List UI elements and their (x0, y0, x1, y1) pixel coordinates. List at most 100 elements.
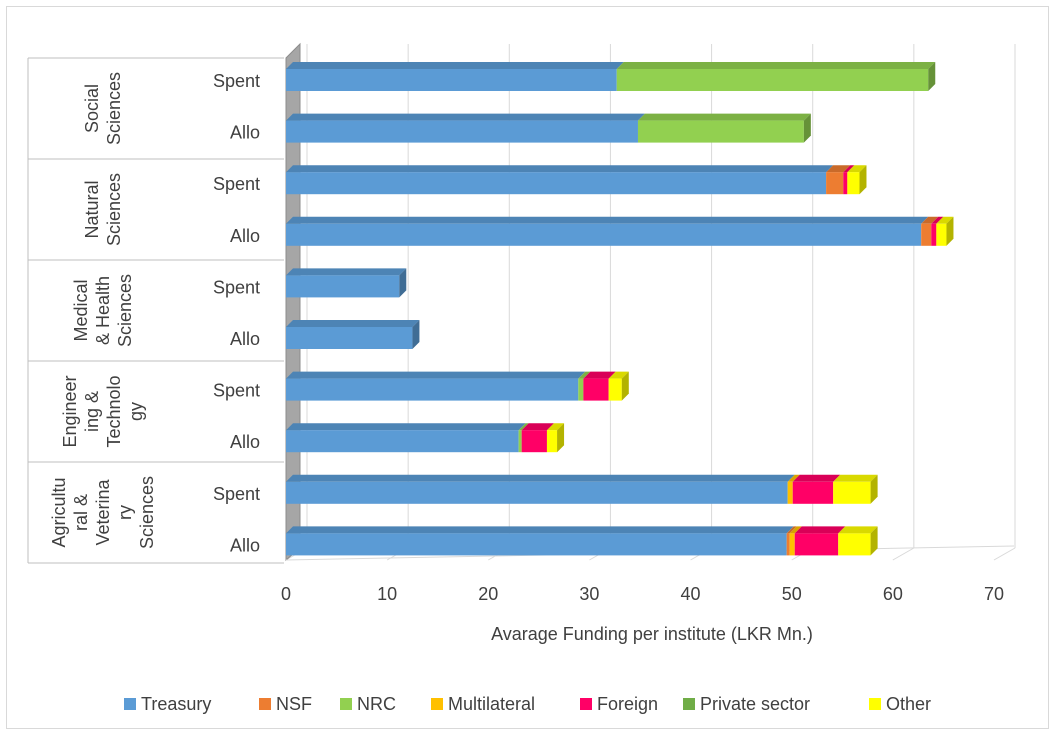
legend-label: Treasury (141, 694, 211, 714)
bar-row (286, 216, 954, 246)
bar-top-treasury (286, 371, 586, 379)
category-label: Spent (213, 71, 260, 91)
bar-top-foreign (792, 474, 841, 482)
category-label: Spent (213, 174, 260, 194)
legend-label: Private sector (700, 694, 810, 714)
bar-other (838, 533, 871, 556)
legend: Treasury NSF NRC Multilateral Foreign Private… (124, 694, 931, 714)
category-label: Allo (230, 226, 260, 246)
bar-top-treasury (286, 474, 795, 482)
bar-other (833, 481, 871, 504)
bar-top-treasury (286, 320, 420, 327)
bar-top-treasury (286, 113, 645, 121)
bar-top-nrc (578, 371, 591, 379)
bar-nrc (616, 69, 929, 91)
bar-end-face (557, 423, 565, 453)
bar-other (546, 430, 558, 453)
legend-swatch-nrc (340, 698, 352, 710)
legend-swatch-foreign (580, 698, 592, 710)
group-label: Medical & Health Sciences (71, 274, 135, 347)
bar-top-other (838, 526, 878, 534)
group-label-line: Medical (71, 279, 91, 341)
legend-label: Other (886, 694, 931, 714)
x-tick-label: 40 (681, 584, 701, 604)
bar-top-nrc (518, 423, 529, 431)
x-tick-labels: 0 10 20 30 40 50 60 70 (281, 584, 1004, 604)
group-label-line: Sciences (115, 274, 135, 347)
bar-foreign (931, 223, 937, 246)
bar-treasury (286, 120, 638, 143)
bar-end-face (399, 268, 407, 298)
bar-multilateral (787, 481, 793, 504)
group-label: Natural Sciences (82, 173, 124, 246)
bar-top-treasury (286, 268, 407, 276)
bar-other (608, 378, 622, 401)
bar-row (286, 371, 629, 401)
bar-top-foreign (794, 526, 846, 534)
group-label-line: Natural (82, 180, 102, 238)
bar-top-treasury (286, 526, 794, 534)
bar-top-other (546, 423, 565, 431)
bar-treasury (286, 327, 413, 349)
category-label: Spent (213, 277, 260, 297)
bar-top-foreign (583, 371, 616, 379)
bar-row (286, 165, 867, 195)
bar-treasury (286, 430, 519, 453)
bar-top-treasury (286, 423, 526, 431)
bar-nsf (921, 223, 932, 246)
group-label-line: Technolo (104, 375, 124, 447)
bar-treasury (286, 533, 787, 556)
bar-treasury (286, 275, 400, 298)
category-label: Allo (230, 535, 260, 555)
bar-end-face (803, 113, 811, 143)
bar-row (286, 113, 811, 143)
category-label: Allo (230, 432, 260, 452)
bar-top-foreign (931, 216, 944, 224)
bar-top-multilateral (789, 526, 802, 534)
group-label: Agricultu ral & Veterina ry Sciences (49, 476, 157, 549)
bar-end-face (859, 165, 867, 195)
x-tick-label: 60 (883, 584, 903, 604)
bar-top-other (833, 474, 878, 482)
legend-label: Multilateral (448, 694, 535, 714)
bar-nrc (637, 120, 804, 143)
bar-top-foreign (521, 423, 554, 431)
group-label-line: & Health (93, 276, 113, 345)
category-label: Allo (230, 123, 260, 143)
group-label-line: Sciences (137, 476, 157, 549)
x-tick-label: 20 (478, 584, 498, 604)
category-label: Spent (213, 381, 260, 401)
x-tick-label: 50 (782, 584, 802, 604)
legend-label: NRC (357, 694, 396, 714)
bar-multilateral (789, 533, 795, 556)
legend-label: NSF (276, 694, 312, 714)
legend-swatch-multilateral (431, 698, 443, 710)
group-label-line: ing & (82, 391, 102, 432)
group-label-line: Agricultu (49, 477, 69, 547)
bar-end-face (870, 474, 878, 504)
bar-foreign (583, 378, 609, 401)
bar-row (286, 62, 936, 91)
group-label-line: Sciences (104, 72, 124, 145)
floor-gridline-60 (892, 547, 915, 561)
bar-treasury (286, 223, 922, 246)
bar-foreign (794, 533, 839, 556)
bar-top-nrc (637, 113, 811, 121)
bar-top-nsf (826, 165, 851, 173)
bar-row (286, 526, 878, 556)
bar-top-treasury (286, 62, 624, 69)
bar-treasury (286, 69, 617, 91)
group-label-line: Engineer (60, 375, 80, 447)
bar-row (286, 423, 565, 453)
group-label-line: Social (82, 84, 102, 133)
legend-swatch-private-sector (683, 698, 695, 710)
bar-foreign (521, 430, 547, 453)
legend-swatch-nsf (259, 698, 271, 710)
group-label-line: Veterina (93, 478, 113, 545)
group-label-line: gy (126, 402, 146, 421)
group-label-line: ral & (71, 494, 91, 531)
x-tick-label: 70 (984, 584, 1004, 604)
bar-foreign (843, 172, 848, 195)
category-label: Allo (230, 329, 260, 349)
